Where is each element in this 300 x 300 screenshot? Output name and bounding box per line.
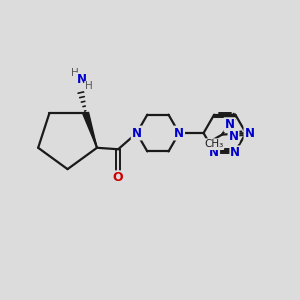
Polygon shape: [83, 112, 97, 148]
Text: N: N: [174, 127, 184, 140]
Text: N: N: [230, 146, 240, 159]
Text: H: H: [71, 68, 79, 79]
Text: N: N: [132, 127, 142, 140]
Text: O: O: [113, 171, 124, 184]
Text: N: N: [244, 127, 254, 140]
Text: N: N: [209, 146, 219, 159]
Text: N: N: [224, 118, 234, 131]
Text: N: N: [229, 130, 238, 143]
Text: H: H: [85, 81, 92, 92]
Text: CH₃: CH₃: [204, 139, 223, 149]
Text: N: N: [77, 74, 87, 86]
